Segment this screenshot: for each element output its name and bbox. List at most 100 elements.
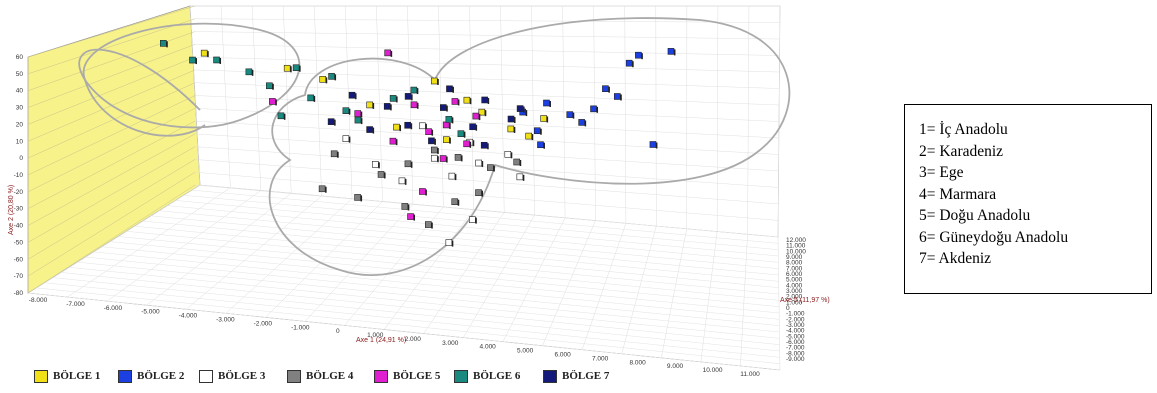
z-tick-label: -2.000 bbox=[786, 316, 805, 323]
legend-label: BÖLGE 6 bbox=[473, 370, 521, 382]
data-points bbox=[160, 40, 676, 247]
data-point bbox=[342, 135, 350, 142]
x-tick-label: 8.000 bbox=[629, 359, 646, 366]
z-tick-label: -5.000 bbox=[786, 333, 805, 340]
y-tick-label: 20 bbox=[16, 121, 24, 128]
z-axis-label: Axe 5 (11,97 %) bbox=[780, 297, 830, 304]
data-point bbox=[430, 77, 438, 85]
data-point bbox=[327, 118, 335, 125]
data-point-shadow bbox=[543, 142, 545, 149]
data-point bbox=[430, 154, 438, 162]
data-point-shadow bbox=[378, 162, 380, 169]
y-tick-label: 0 bbox=[19, 155, 23, 162]
data-point-shadow bbox=[620, 94, 622, 101]
data-point bbox=[354, 110, 362, 117]
data-point-shadow bbox=[519, 160, 522, 167]
legend-swatch bbox=[454, 369, 468, 383]
data-point bbox=[283, 64, 291, 72]
data-point-shadow bbox=[325, 186, 327, 193]
z-tick-label: 2.000 bbox=[786, 294, 803, 301]
x-tick-label: 3.000 bbox=[442, 340, 459, 347]
legend-item: 1= İç Anadolu bbox=[919, 121, 1008, 138]
data-point-shadow bbox=[546, 116, 549, 123]
data-point-shadow bbox=[584, 120, 587, 127]
data-point-shadow bbox=[457, 99, 460, 106]
z-tick-label: 12.000 bbox=[786, 237, 806, 244]
data-point bbox=[366, 101, 373, 109]
data-point-shadow bbox=[481, 161, 484, 168]
data-point bbox=[398, 177, 406, 185]
data-point-shadow bbox=[608, 86, 610, 93]
data-point bbox=[419, 188, 426, 195]
data-point-shadow bbox=[596, 106, 599, 113]
legend-label: BÖLGE 4 bbox=[306, 370, 354, 382]
data-point bbox=[389, 95, 397, 102]
data-point bbox=[407, 213, 414, 220]
x-axis-label: Axe 1 (24,91 %) bbox=[356, 337, 406, 344]
data-point-shadow bbox=[549, 101, 551, 108]
y-tick-label: 10 bbox=[16, 138, 24, 145]
data-point bbox=[160, 40, 167, 47]
legend-series-6: BÖLGE 6 bbox=[454, 368, 520, 384]
data-point bbox=[425, 128, 432, 135]
data-point bbox=[513, 158, 521, 166]
data-point-shadow bbox=[451, 240, 454, 247]
data-point-shadow bbox=[572, 112, 575, 119]
y-tick-label: -80 bbox=[14, 290, 24, 297]
data-point bbox=[649, 141, 657, 148]
data-point bbox=[516, 173, 524, 181]
data-point bbox=[401, 203, 409, 210]
data-point bbox=[366, 126, 373, 133]
data-point-shadow bbox=[463, 131, 466, 138]
data-point-shadow bbox=[411, 94, 413, 101]
z-tick-label: 11.000 bbox=[786, 243, 806, 250]
data-point bbox=[372, 161, 379, 168]
legend-item: 5= Doğu Anadolu bbox=[919, 207, 1031, 224]
data-point bbox=[635, 51, 642, 59]
legend-swatch bbox=[287, 369, 301, 383]
data-point-shadow bbox=[641, 53, 643, 60]
z-tick-label: 5.000 bbox=[786, 277, 803, 284]
data-point bbox=[625, 59, 633, 67]
data-point bbox=[389, 137, 397, 145]
y-tick-label: 30 bbox=[16, 105, 24, 112]
data-point-shadow bbox=[493, 165, 495, 172]
y-tick-label: -50 bbox=[14, 239, 24, 246]
x-tick-label: 5.000 bbox=[517, 348, 534, 355]
data-point bbox=[342, 107, 350, 114]
data-point bbox=[319, 76, 327, 83]
z-tick-label: 1.000 bbox=[786, 299, 803, 306]
data-point bbox=[383, 103, 391, 110]
data-point bbox=[472, 112, 480, 120]
data-point-shadow bbox=[523, 106, 525, 113]
data-point bbox=[430, 146, 438, 154]
data-point bbox=[504, 151, 512, 158]
data-point-shadow bbox=[399, 125, 402, 132]
data-point bbox=[410, 86, 418, 94]
y-tick-label: -60 bbox=[14, 256, 24, 263]
legend-item: 6= Güneydoğu Anadolu bbox=[919, 228, 1069, 246]
data-point bbox=[543, 99, 550, 107]
legend-item: 4= Marmara bbox=[919, 185, 997, 203]
data-point bbox=[318, 185, 326, 193]
legend-series-4: BÖLGE 4 bbox=[287, 368, 353, 384]
data-point-shadow bbox=[407, 204, 410, 211]
data-point bbox=[404, 121, 411, 129]
data-point bbox=[602, 85, 609, 92]
data-point-shadow bbox=[472, 140, 475, 147]
data-point-shadow bbox=[195, 58, 198, 65]
legend-label: BÖLGE 2 bbox=[137, 370, 185, 382]
data-point-shadow bbox=[487, 143, 489, 150]
data-point-shadow bbox=[275, 99, 277, 106]
data-point bbox=[442, 121, 450, 129]
y-tick-label: 50 bbox=[16, 71, 24, 78]
x-tick-label: 4.000 bbox=[480, 344, 497, 351]
legend-series-7: BÖLGE 7 bbox=[543, 368, 609, 384]
data-point-shadow bbox=[431, 129, 434, 136]
z-tick-label: -8.000 bbox=[786, 350, 805, 357]
legend-series-3: BÖLGE 3 bbox=[199, 368, 265, 384]
data-point bbox=[404, 160, 412, 168]
data-point-shadow bbox=[337, 151, 339, 158]
data-point-shadow bbox=[446, 156, 448, 163]
y-tick-label: 40 bbox=[16, 88, 24, 95]
